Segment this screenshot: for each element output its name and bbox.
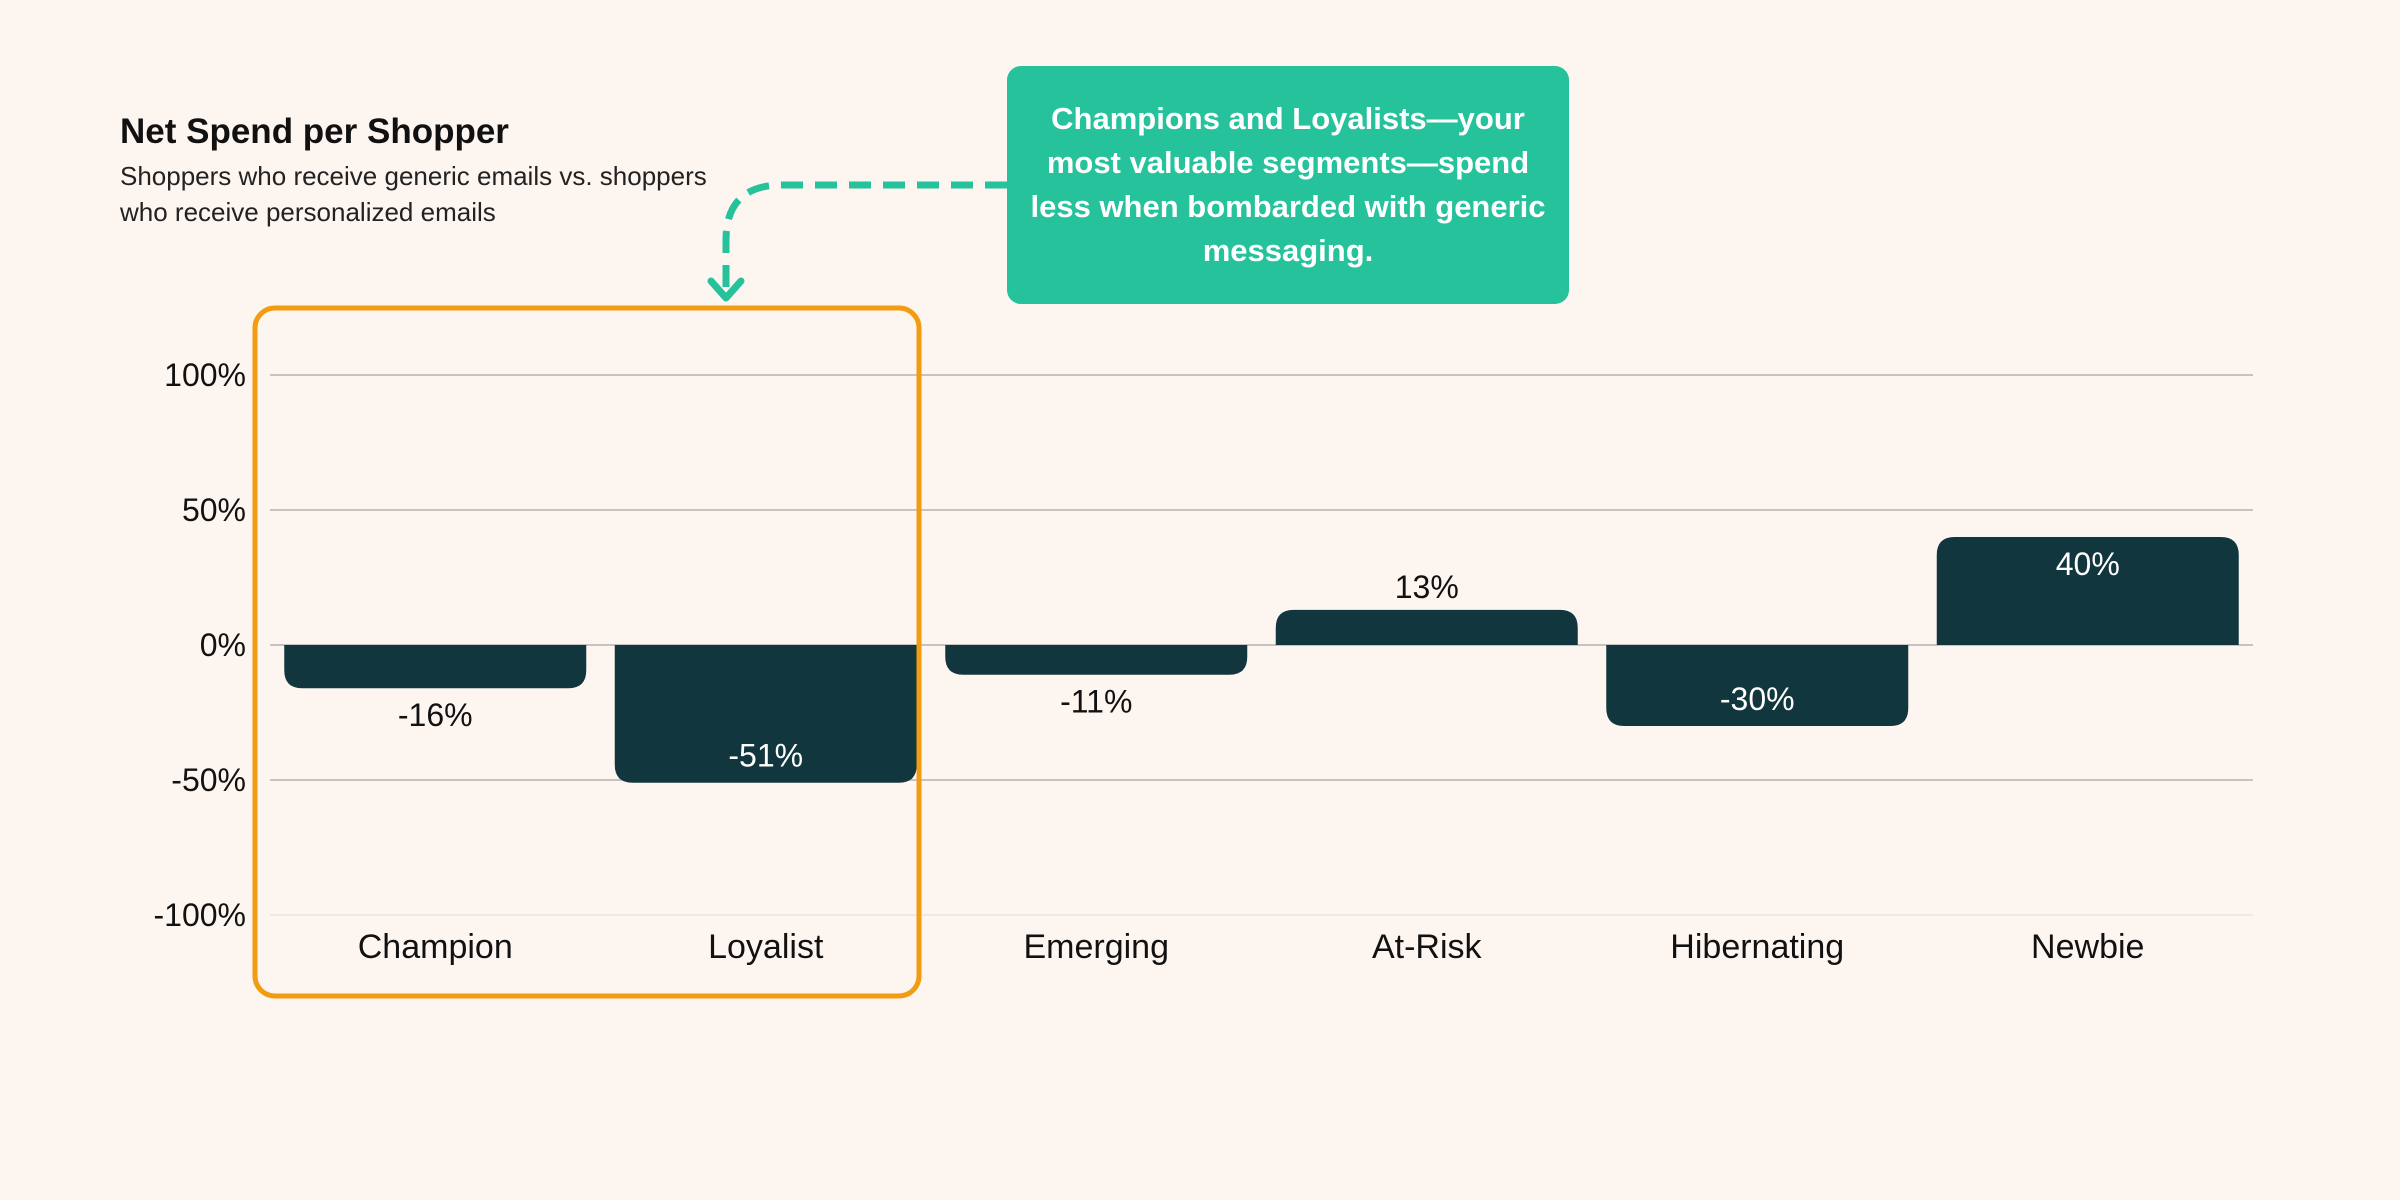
bar-champion (284, 645, 587, 689)
x-tick-label: Champion (358, 928, 513, 966)
y-tick-label: 50% (182, 492, 246, 528)
callout-box: Champions and Loyalists—your most valuab… (1007, 66, 1569, 304)
x-tick-label: Hibernating (1670, 928, 1844, 966)
bar-newbie (1936, 537, 2239, 645)
grid-lines (270, 374, 2253, 916)
connector-arrow (722, 181, 1007, 292)
chart-title: Net Spend per Shopper (120, 112, 509, 151)
data-label: -16% (398, 697, 473, 733)
x-tick-label: At-Risk (1372, 928, 1483, 966)
x-tick-label: Emerging (1023, 928, 1169, 966)
x-tick-label: Newbie (2031, 928, 2144, 966)
arrow-head-icon (707, 277, 745, 302)
data-label: 40% (2056, 546, 2120, 582)
data-label: -11% (1060, 684, 1132, 720)
bar-emerging (945, 645, 1248, 675)
bar-hibernating (1606, 645, 1909, 726)
bar-loyalist (614, 645, 917, 783)
x-axis-ticks: Champion Loyalist Emerging At-Risk Hibernati… (358, 928, 2145, 966)
y-tick-label: -50% (171, 762, 246, 798)
callout-text: Champions and Loyalists—your most valuab… (1030, 101, 1546, 268)
data-labels: -16% -51% -11% 13% -30% 40% (398, 546, 2120, 774)
y-tick-label: 100% (164, 357, 246, 393)
y-axis-ticks: 100% 50% 0% -50% -100% (154, 357, 247, 933)
highlight-layer (252, 181, 1007, 999)
data-label: -30% (1720, 681, 1795, 717)
bar-at-risk (1275, 609, 1578, 645)
highlight-box (252, 305, 922, 999)
x-tick-label: Loyalist (708, 928, 824, 966)
y-tick-label: 0% (200, 627, 246, 663)
chart-subtitle: Shoppers who receive generic emails vs. … (120, 161, 707, 227)
y-tick-label: -100% (154, 897, 247, 933)
chart-header: Net Spend per Shopper Shoppers who recei… (120, 112, 740, 230)
data-label: 13% (1395, 569, 1459, 605)
data-label: -51% (728, 738, 803, 774)
bars (284, 537, 2239, 783)
